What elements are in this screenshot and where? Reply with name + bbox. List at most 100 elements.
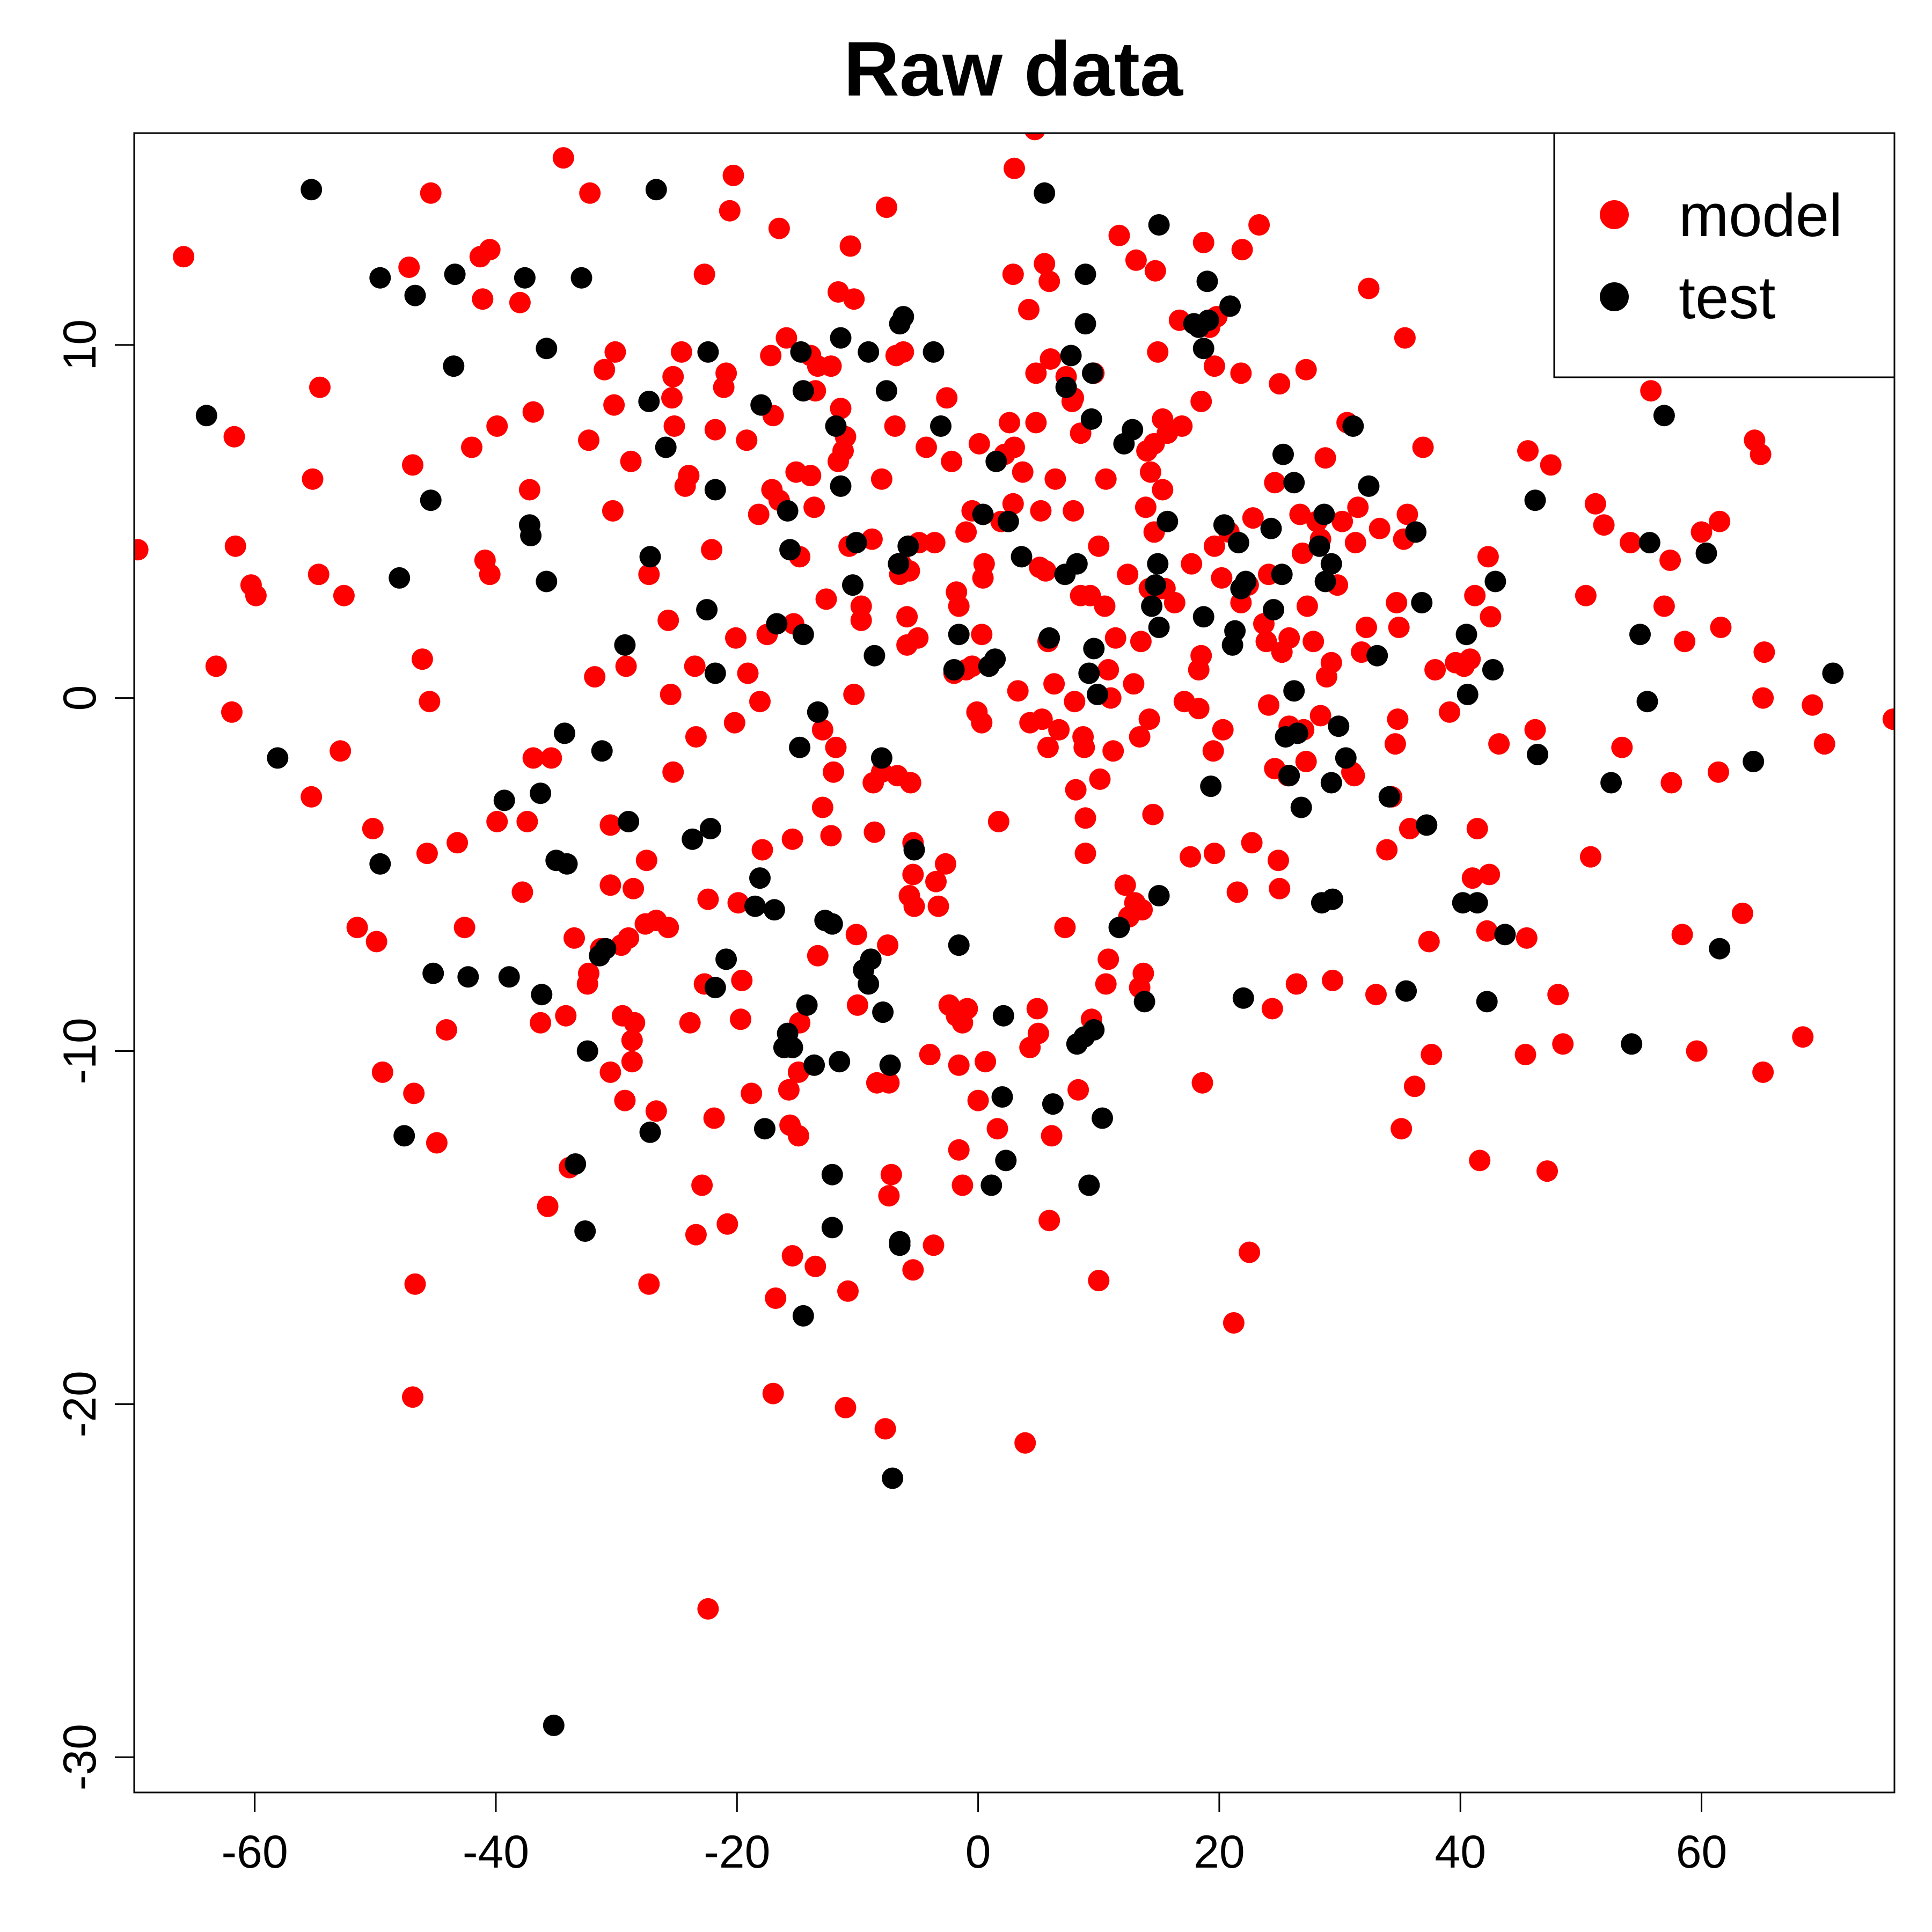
point-model [800, 465, 822, 487]
point-test [1219, 295, 1241, 317]
point-model [927, 895, 949, 917]
point-model [1203, 535, 1225, 557]
point-model [614, 1089, 636, 1111]
point-model [221, 701, 243, 723]
point-test [821, 913, 843, 935]
point-model [884, 415, 906, 437]
point-test [744, 895, 766, 917]
point-test [980, 1174, 1002, 1196]
point-model [701, 539, 723, 561]
point-model [578, 429, 599, 451]
point-test [995, 1150, 1017, 1172]
point-model [1144, 260, 1166, 282]
point-model [1004, 157, 1025, 179]
point-model [1424, 659, 1446, 680]
point-model [1258, 694, 1279, 716]
point-model [657, 609, 679, 631]
point-model [1659, 550, 1681, 571]
point-test [301, 179, 323, 201]
legend-marker-model [1600, 200, 1629, 229]
point-model [1403, 1075, 1425, 1097]
point-model [1278, 627, 1300, 649]
point-model [1104, 627, 1126, 649]
point-model [618, 927, 640, 949]
point-test [1034, 182, 1056, 204]
point-model [878, 1185, 900, 1207]
point-model [907, 627, 929, 649]
point-model [835, 1396, 857, 1418]
point-model [902, 863, 924, 885]
point-test [930, 415, 952, 437]
point-model [1674, 631, 1696, 653]
point-model [863, 821, 885, 843]
point-model [1384, 733, 1406, 755]
point-model [703, 1107, 725, 1129]
point-model [1097, 948, 1119, 970]
point-test [858, 973, 880, 995]
point-model [670, 341, 692, 363]
point-model [1088, 535, 1110, 557]
point-model [555, 1005, 577, 1027]
point-model [1191, 1072, 1213, 1094]
point-test [715, 948, 737, 970]
point-model [1129, 726, 1151, 748]
point-model [1231, 239, 1253, 261]
point-model [371, 1061, 393, 1083]
point-model [578, 962, 599, 984]
point-test [536, 570, 558, 592]
point-model [678, 465, 700, 487]
point-test [1087, 684, 1108, 705]
point-model [1202, 740, 1224, 762]
point-model [1063, 500, 1085, 522]
point-test [531, 984, 553, 1006]
point-model [1368, 517, 1391, 539]
point-test [860, 948, 882, 970]
point-model [461, 436, 482, 458]
point-test [858, 341, 880, 363]
point-model [975, 1051, 997, 1073]
point-model [584, 666, 606, 688]
point-model [1067, 1079, 1089, 1101]
point-model [1074, 843, 1096, 865]
point-model [134, 539, 149, 561]
point-test [1074, 264, 1096, 286]
point-model [657, 917, 679, 939]
point-test [830, 475, 852, 497]
point-model [419, 691, 441, 713]
point-model [1322, 969, 1344, 991]
point-test [369, 267, 391, 289]
point-test [1083, 638, 1105, 660]
point-model [604, 341, 626, 363]
point-test [1108, 917, 1130, 939]
point-model [1007, 680, 1029, 702]
point-model [1399, 818, 1421, 839]
point-model [1320, 652, 1342, 674]
point-test [1335, 747, 1357, 769]
point-test [704, 977, 726, 999]
point-test [796, 994, 818, 1016]
point-model [1752, 687, 1774, 709]
point-model [435, 1019, 457, 1041]
point-model [685, 1224, 707, 1246]
point-test [830, 327, 852, 349]
point-model [875, 196, 897, 218]
point-model [472, 288, 494, 310]
point-model [416, 843, 438, 865]
point-model [968, 433, 990, 455]
point-model [1102, 740, 1124, 762]
point-test [1455, 624, 1477, 646]
point-model [1584, 493, 1606, 515]
point-model [1108, 224, 1130, 246]
point-model [1314, 447, 1336, 469]
point-test [1405, 521, 1427, 543]
point-model [1064, 691, 1086, 713]
point-test [699, 818, 721, 839]
point-model [1041, 1125, 1063, 1147]
point-model [1073, 736, 1095, 758]
point-model [811, 719, 833, 741]
point-test [821, 1217, 843, 1239]
point-model [1025, 412, 1047, 434]
point-model [1376, 839, 1398, 861]
point-model [599, 1061, 621, 1083]
y-tick-label: 0 [54, 685, 106, 711]
